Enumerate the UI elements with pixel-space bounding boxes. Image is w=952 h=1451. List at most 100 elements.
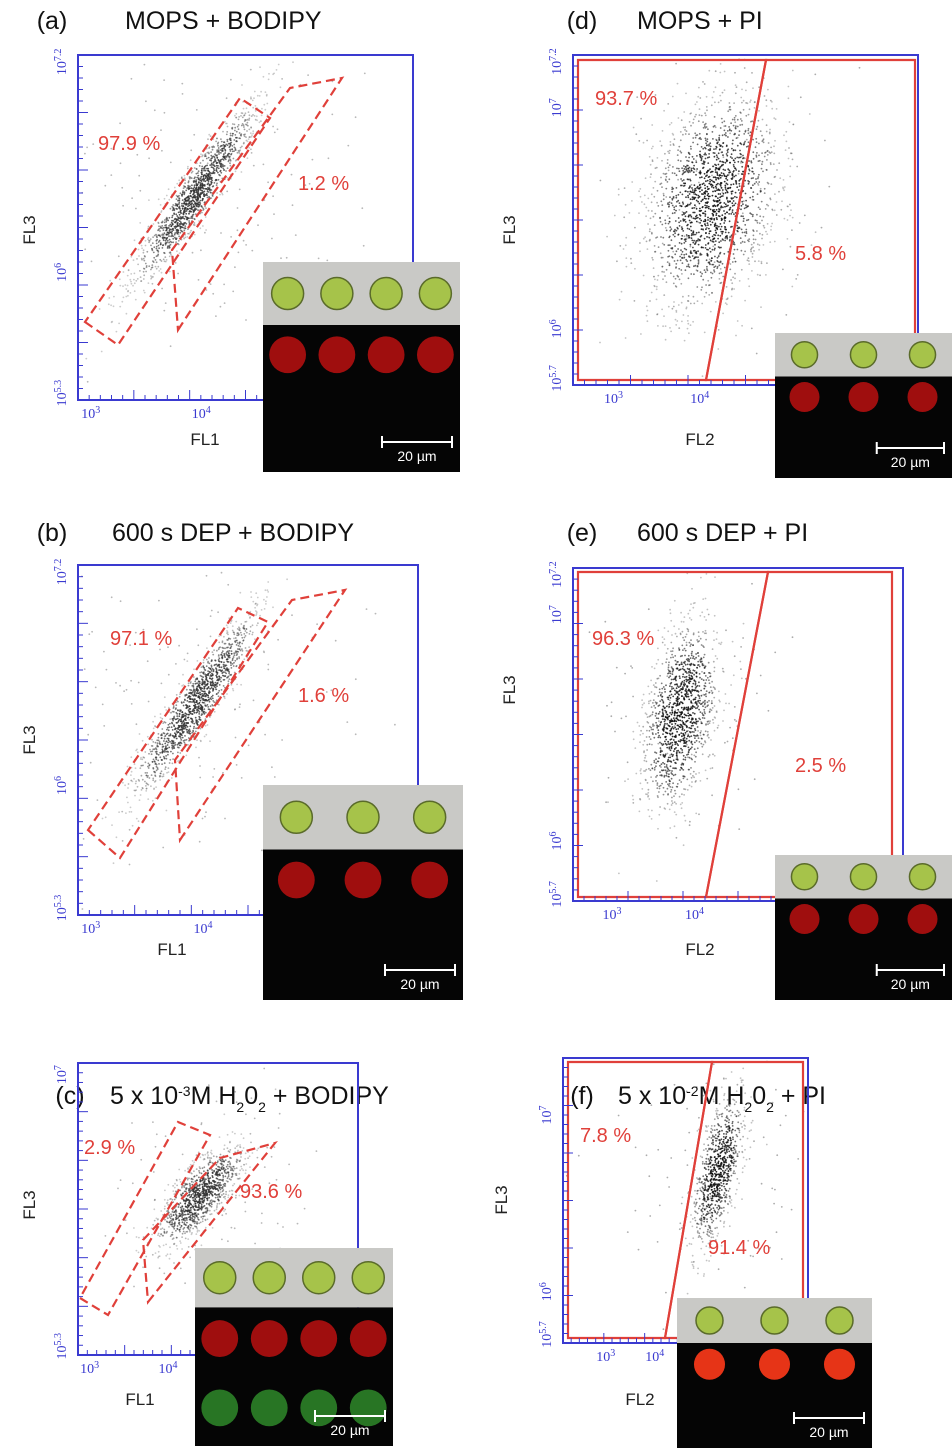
event-dot bbox=[222, 156, 224, 158]
event-dot bbox=[132, 1182, 134, 1184]
event-dot bbox=[685, 269, 687, 271]
event-dot bbox=[204, 154, 206, 156]
cell-brightfield bbox=[419, 278, 451, 310]
event-dot bbox=[228, 1166, 230, 1168]
event-dot bbox=[158, 270, 160, 272]
event-dot bbox=[228, 1176, 230, 1178]
event-dot bbox=[726, 211, 728, 213]
event-dot bbox=[698, 244, 700, 246]
event-dot bbox=[223, 675, 225, 677]
event-dot bbox=[178, 212, 180, 214]
event-dot bbox=[158, 245, 160, 247]
event-dot bbox=[176, 1218, 178, 1220]
event-dot bbox=[174, 1223, 176, 1225]
event-dot bbox=[203, 1181, 205, 1183]
event-dot bbox=[193, 686, 195, 688]
event-dot bbox=[212, 1227, 214, 1229]
event-dot bbox=[207, 670, 209, 672]
event-dot bbox=[236, 764, 238, 766]
event-dot bbox=[704, 184, 706, 186]
event-dot bbox=[230, 160, 232, 162]
event-dot bbox=[227, 584, 229, 586]
cell-brightfield bbox=[204, 1262, 236, 1294]
event-dot bbox=[209, 681, 211, 683]
cell-brightfield bbox=[303, 1262, 335, 1294]
event-dot bbox=[197, 682, 199, 684]
event-dot bbox=[200, 1156, 202, 1158]
event-dot bbox=[318, 258, 320, 260]
event-dot bbox=[230, 142, 232, 144]
event-dot bbox=[715, 234, 717, 236]
event-dot bbox=[619, 245, 621, 247]
event-dot bbox=[676, 174, 678, 176]
event-dot bbox=[205, 1219, 207, 1221]
event-dot bbox=[161, 260, 163, 262]
event-dot bbox=[204, 1158, 206, 1160]
event-dot bbox=[237, 126, 239, 128]
event-dot bbox=[183, 214, 185, 216]
event-dot bbox=[140, 757, 142, 759]
event-dot bbox=[193, 728, 195, 730]
event-dot bbox=[237, 628, 239, 630]
event-dot bbox=[157, 1219, 159, 1221]
event-dot bbox=[188, 220, 190, 222]
event-dot bbox=[674, 236, 676, 238]
event-dot bbox=[143, 260, 145, 262]
event-dot bbox=[188, 213, 190, 215]
event-dot bbox=[195, 181, 197, 183]
event-dot bbox=[221, 661, 223, 663]
event-dot bbox=[248, 138, 250, 140]
event-dot bbox=[240, 1166, 242, 1168]
event-dot bbox=[191, 187, 193, 189]
event-dot bbox=[217, 162, 219, 164]
event-dot bbox=[220, 677, 222, 679]
event-dot bbox=[647, 198, 649, 200]
event-dot bbox=[222, 148, 224, 150]
event-dot bbox=[177, 233, 179, 235]
event-dot bbox=[232, 135, 234, 137]
event-dot bbox=[674, 138, 676, 140]
event-dot bbox=[241, 654, 243, 656]
event-dot bbox=[229, 655, 231, 657]
event-dot bbox=[169, 1258, 171, 1260]
event-dot bbox=[209, 668, 211, 670]
event-dot bbox=[265, 589, 267, 591]
event-dot bbox=[189, 711, 191, 713]
event-dot bbox=[164, 1219, 166, 1221]
event-dot bbox=[228, 680, 230, 682]
event-dot bbox=[765, 231, 767, 233]
cell-green bbox=[201, 1389, 238, 1426]
event-dot bbox=[175, 203, 177, 205]
event-dot bbox=[184, 659, 186, 661]
event-dot bbox=[194, 218, 196, 220]
event-dot bbox=[199, 694, 201, 696]
event-dot bbox=[192, 1207, 194, 1209]
event-dot bbox=[247, 122, 249, 124]
event-dot bbox=[713, 269, 715, 271]
event-dot bbox=[189, 725, 191, 727]
event-dot bbox=[227, 1134, 229, 1136]
event-dot bbox=[243, 240, 245, 242]
event-dot bbox=[677, 83, 679, 85]
cell-red bbox=[269, 336, 306, 373]
event-dot bbox=[263, 599, 265, 601]
event-dot bbox=[191, 732, 193, 734]
event-dot bbox=[219, 1184, 221, 1186]
tick-base: 10 bbox=[55, 61, 70, 75]
event-dot bbox=[164, 1231, 166, 1233]
event-dot bbox=[220, 1196, 222, 1198]
event-dot bbox=[197, 711, 199, 713]
event-dot bbox=[202, 225, 204, 227]
event-dot bbox=[178, 203, 180, 205]
event-dot bbox=[165, 1255, 167, 1257]
event-dot bbox=[737, 161, 739, 163]
event-dot bbox=[225, 1159, 227, 1161]
event-dot bbox=[156, 248, 158, 250]
event-dot bbox=[207, 695, 209, 697]
event-dot bbox=[723, 169, 725, 171]
event-dot bbox=[183, 721, 185, 723]
event-dot bbox=[189, 1183, 191, 1185]
event-dot bbox=[259, 95, 261, 97]
event-dot bbox=[178, 1219, 180, 1221]
event-dot bbox=[687, 323, 689, 325]
